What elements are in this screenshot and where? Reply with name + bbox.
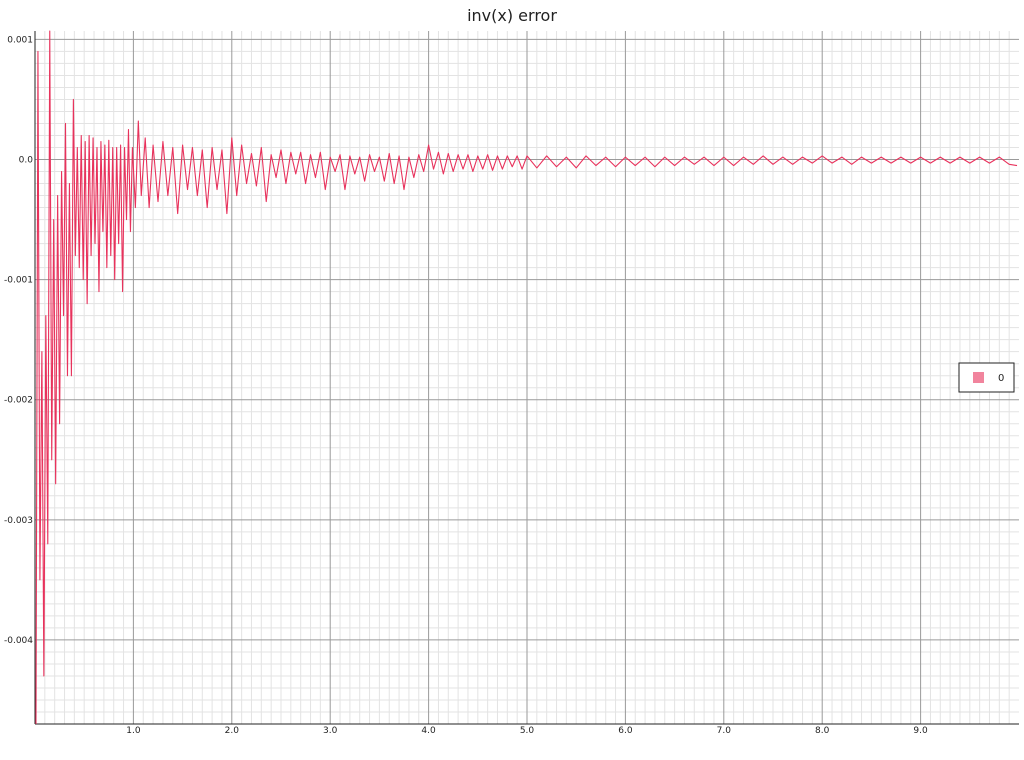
y-tick-label: -0.002: [4, 396, 33, 406]
legend: 0: [958, 362, 1015, 393]
series-line-0: [35, 30, 1018, 725]
y-tick-label: 0.001: [7, 35, 33, 45]
x-tick-label: 6.0: [618, 726, 633, 736]
chart-title: inv(x) error: [467, 6, 557, 25]
series-layer: [35, 30, 1018, 725]
x-tick-label: 5.0: [520, 726, 535, 736]
legend-box: [958, 362, 1015, 393]
y-tick-label: -0.001: [4, 276, 33, 286]
x-tick-label: 3.0: [323, 726, 338, 736]
major-grid: [35, 31, 1019, 724]
x-tick-label: 1.0: [126, 726, 141, 736]
x-tick-label: 7.0: [717, 726, 732, 736]
x-tick-label: 9.0: [913, 726, 928, 736]
y-tick-label: 0.0: [19, 156, 34, 166]
y-tick-labels: 0.001 0.0 -0.001 -0.002 -0.003 -0.004: [4, 35, 33, 646]
axes: [34, 31, 1019, 725]
y-tick-label: -0.003: [4, 516, 33, 526]
x-tick-labels: 1.0 2.0 3.0 4.0 5.0 6.0 7.0 8.0 9.0: [126, 726, 928, 736]
legend-label: 0: [998, 373, 1004, 384]
legend-swatch: [973, 372, 984, 383]
x-tick-label: 8.0: [815, 726, 830, 736]
y-tick-label: -0.004: [4, 636, 33, 646]
x-tick-label: 2.0: [225, 726, 240, 736]
x-tick-label: 4.0: [421, 726, 436, 736]
